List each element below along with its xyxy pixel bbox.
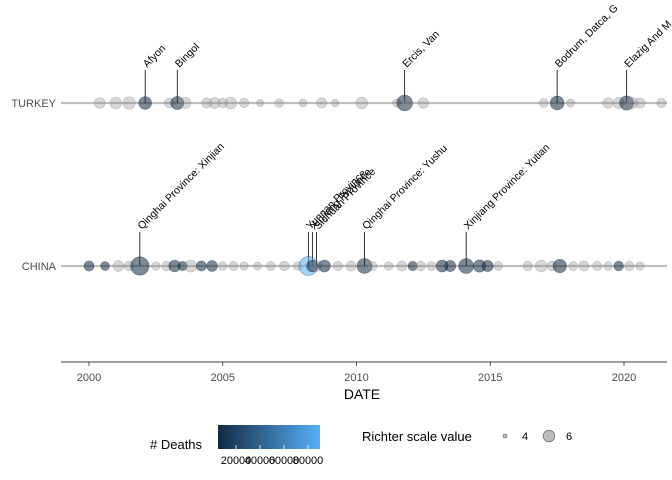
data-point xyxy=(318,259,331,273)
x-axis-title: DATE xyxy=(344,386,380,402)
data-point xyxy=(578,260,590,272)
data-point xyxy=(239,261,249,271)
data-point xyxy=(635,261,645,271)
data-point xyxy=(151,261,161,271)
data-point xyxy=(356,258,373,274)
annotation-label: Afyon xyxy=(141,43,169,71)
size-legend-circle xyxy=(502,433,508,439)
data-point xyxy=(345,260,357,272)
data-point xyxy=(266,261,276,271)
data-point xyxy=(522,261,533,271)
annotation-label: Bingol xyxy=(173,41,202,70)
data-point xyxy=(552,258,567,274)
data-point xyxy=(493,261,504,271)
data-point xyxy=(217,97,228,109)
row-label-turkey: TURKEY xyxy=(11,98,56,110)
data-point xyxy=(619,95,635,111)
data-point xyxy=(93,97,106,109)
data-point xyxy=(253,261,262,271)
x-tick-label: 2005 xyxy=(211,372,235,384)
data-point xyxy=(279,260,290,272)
deaths-colorbar xyxy=(218,425,320,449)
x-tick-label: 2000 xyxy=(77,372,101,384)
data-point xyxy=(206,260,218,272)
data-point xyxy=(625,96,639,110)
data-point xyxy=(384,261,394,271)
x-tick-label: 2020 xyxy=(612,372,636,384)
data-point xyxy=(624,261,635,271)
data-point xyxy=(122,96,136,110)
annotation-label: Qinghai Province: Yushu xyxy=(360,142,450,232)
data-point xyxy=(274,98,284,108)
data-point xyxy=(538,98,549,108)
data-point xyxy=(396,260,408,272)
data-point xyxy=(224,96,237,110)
data-point xyxy=(444,260,457,272)
data-point xyxy=(331,98,340,108)
data-point xyxy=(218,261,228,271)
data-point xyxy=(534,259,548,273)
size-legend-label: 4 xyxy=(522,431,528,443)
data-point xyxy=(613,260,624,272)
annotation-label: Ercis, Van xyxy=(400,28,442,70)
data-point xyxy=(458,258,474,274)
data-point xyxy=(83,260,95,272)
data-point xyxy=(209,97,221,109)
deaths-legend-title: # Deaths xyxy=(150,437,203,452)
data-point xyxy=(228,261,239,271)
deaths-legend-tick-label: 60000 xyxy=(269,455,300,467)
data-point xyxy=(332,261,343,271)
data-point xyxy=(256,99,265,107)
size-legend-title: Richter scale value xyxy=(362,429,472,444)
data-point xyxy=(566,98,575,108)
annotation-label: Qinghai Province: Xinjian xyxy=(135,141,227,233)
data-point xyxy=(568,261,578,271)
data-point xyxy=(549,95,565,111)
data-point xyxy=(415,260,426,272)
annotation-label: Xinjiang Province: Yutian xyxy=(462,142,553,233)
data-point xyxy=(184,259,197,273)
data-point xyxy=(138,96,152,110)
size-legend-label: 6 xyxy=(566,431,572,443)
data-point xyxy=(602,97,614,109)
data-point xyxy=(298,98,308,108)
x-tick-label: 2015 xyxy=(478,372,502,384)
data-point xyxy=(112,260,125,272)
data-point xyxy=(100,261,110,271)
annotation-label: Bodrum, Datca, G xyxy=(553,2,621,70)
data-point xyxy=(401,97,413,109)
data-point xyxy=(239,98,250,108)
data-point xyxy=(109,96,122,110)
data-point xyxy=(426,261,437,271)
data-point xyxy=(201,97,213,109)
data-point xyxy=(179,97,192,109)
data-point xyxy=(603,261,613,271)
deaths-legend-tick-label: 20000 xyxy=(221,455,252,467)
data-point xyxy=(130,256,150,276)
data-point xyxy=(355,96,368,110)
annotation-label: Elazig And M xyxy=(622,18,672,70)
data-point xyxy=(417,97,429,109)
size-legend-circle xyxy=(542,429,556,443)
x-tick-label: 2010 xyxy=(344,372,368,384)
data-point xyxy=(481,260,494,272)
data-point xyxy=(196,260,207,272)
data-point xyxy=(407,261,418,271)
data-point xyxy=(316,97,328,109)
data-point xyxy=(367,261,378,271)
deaths-legend-tick-label: 80000 xyxy=(293,455,324,467)
deaths-legend-tick-label: 40000 xyxy=(245,455,276,467)
data-point xyxy=(592,261,603,271)
row-label-china: CHINA xyxy=(22,261,57,273)
data-point xyxy=(634,97,646,109)
data-point xyxy=(656,98,667,108)
